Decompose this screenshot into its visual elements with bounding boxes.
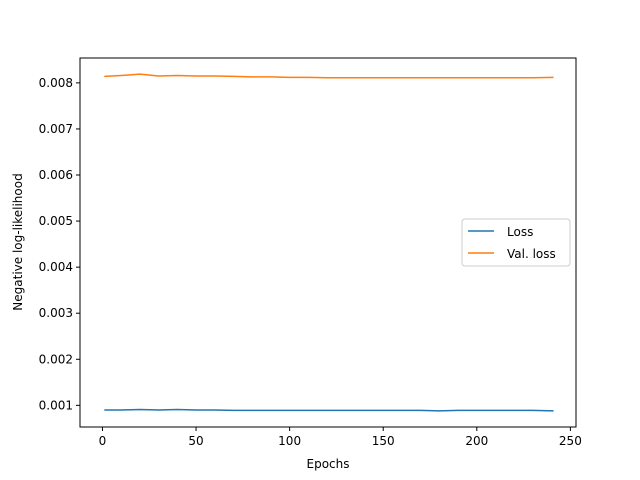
series-line-1 (104, 73, 554, 79)
x-tick-label: 0 (99, 434, 107, 448)
y-tick-label: 0.002 (39, 352, 73, 366)
x-tick-label: 150 (372, 434, 395, 448)
y-tick-label: 0.001 (39, 398, 73, 412)
y-tick-label: 0.007 (39, 122, 73, 136)
plot-area (104, 73, 554, 412)
legend-label-loss: Loss (507, 225, 533, 239)
y-axis-ticks: 0.001 0.002 0.003 0.004 0.005 0.006 0.007 0.008 (39, 76, 80, 412)
legend-label-val-loss: Val. loss (507, 247, 556, 261)
y-tick-label: 0.005 (39, 214, 73, 228)
x-tick-label: 250 (559, 434, 582, 448)
axes-frame (79, 57, 577, 428)
x-tick-label: 200 (465, 434, 488, 448)
y-tick-label: 0.006 (39, 168, 73, 182)
x-axis-label: Epochs (307, 457, 350, 471)
y-axis-label: Negative log-likelihood (11, 173, 25, 310)
x-tick-label: 100 (278, 434, 301, 448)
y-tick-label: 0.003 (39, 306, 73, 320)
series-line-0 (104, 408, 554, 412)
x-axis-ticks: 0 50 100 150 200 250 (99, 427, 582, 448)
x-tick-label: 50 (188, 434, 203, 448)
y-tick-label: 0.004 (39, 260, 73, 274)
legend: Loss Val. loss (461, 218, 571, 267)
y-tick-label: 0.008 (39, 76, 73, 90)
